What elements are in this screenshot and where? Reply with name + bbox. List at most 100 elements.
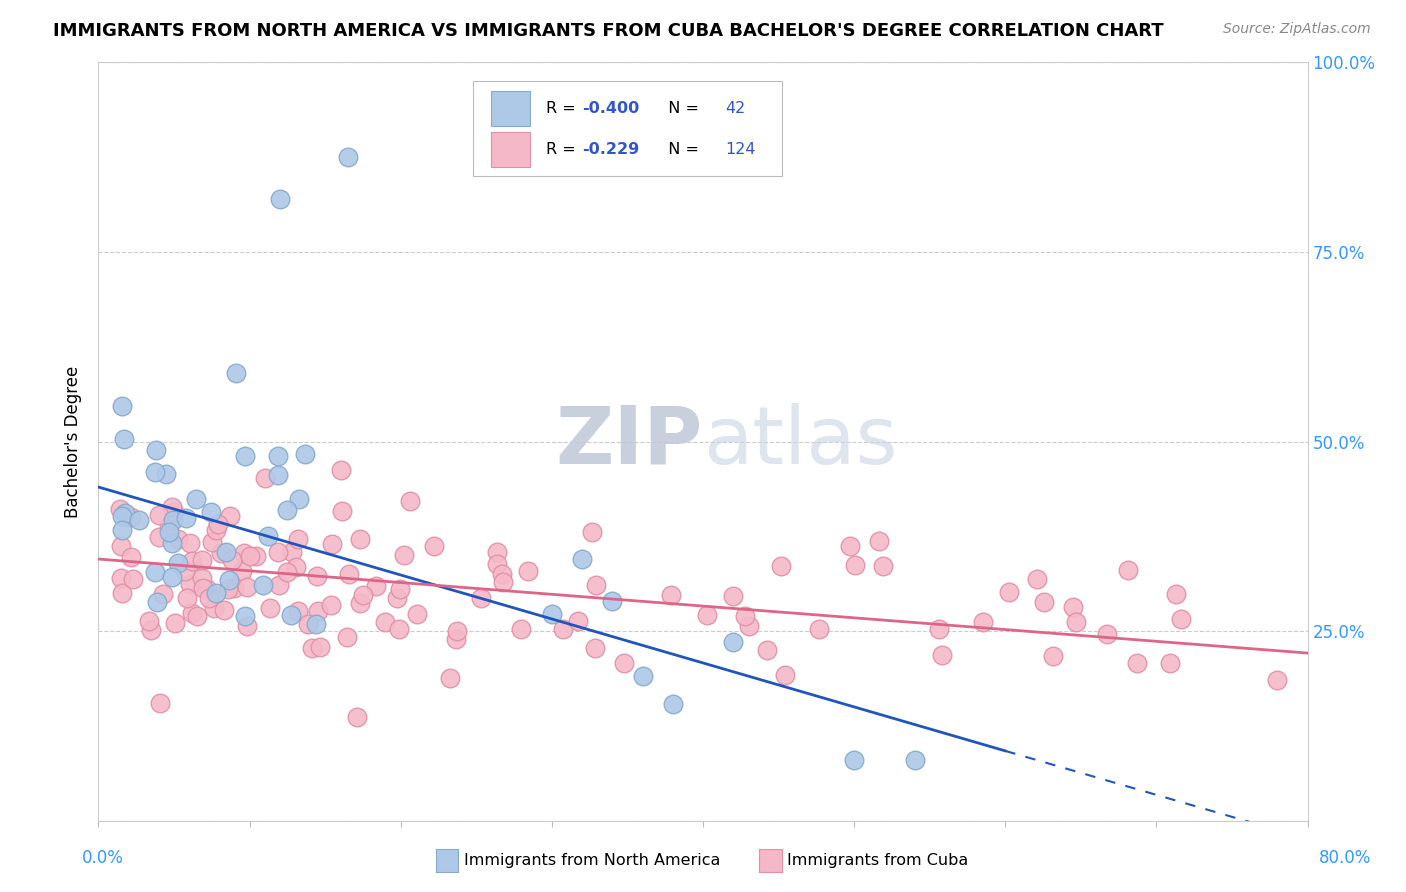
Point [217, 582, 239, 596]
Point [928, 623, 950, 637]
Point [405, 607, 427, 622]
Point [111, 585, 134, 599]
Point [1062, 600, 1084, 615]
Point [1159, 656, 1181, 670]
Point [349, 532, 371, 546]
Text: N =: N = [658, 142, 704, 157]
Point [723, 635, 745, 649]
Point [364, 579, 387, 593]
Point [392, 548, 415, 562]
Point [120, 509, 142, 524]
Point [167, 533, 190, 547]
Point [221, 553, 243, 567]
Point [336, 150, 359, 164]
Point [205, 585, 228, 599]
Point [330, 504, 353, 518]
Point [844, 753, 866, 767]
Point [181, 553, 204, 567]
Point [209, 546, 232, 560]
Point [567, 615, 589, 629]
Point [696, 608, 718, 623]
Point [111, 399, 134, 413]
Point [252, 577, 274, 591]
Point [259, 601, 281, 615]
Point [267, 545, 290, 559]
FancyBboxPatch shape [492, 132, 530, 167]
Point [661, 698, 683, 712]
Text: R =: R = [546, 101, 581, 116]
Text: 80.0%: 80.0% [1319, 849, 1371, 867]
Point [491, 566, 513, 581]
Point [931, 648, 953, 663]
Point [111, 523, 134, 537]
Point [200, 505, 222, 519]
Point [149, 696, 172, 710]
Point [1042, 648, 1064, 663]
Point [155, 467, 177, 481]
Point [163, 616, 186, 631]
Point [307, 604, 329, 618]
Point [233, 450, 256, 464]
Point [176, 591, 198, 605]
Point [1170, 612, 1192, 626]
Point [110, 501, 132, 516]
Point [770, 558, 793, 573]
Point [110, 571, 132, 585]
Point [346, 710, 368, 724]
Point [510, 622, 533, 636]
Point [157, 519, 180, 533]
Point [204, 523, 226, 537]
Point [972, 615, 994, 629]
Point [186, 608, 208, 623]
Text: Source: ZipAtlas.com: Source: ZipAtlas.com [1223, 22, 1371, 37]
Point [160, 570, 183, 584]
Point [304, 616, 326, 631]
Point [120, 549, 142, 564]
Point [516, 564, 538, 578]
Point [301, 640, 323, 655]
Point [233, 546, 256, 560]
Point [330, 463, 353, 477]
Point [122, 572, 145, 586]
Point [253, 471, 276, 485]
Point [844, 558, 866, 572]
Point [143, 465, 166, 479]
Point [659, 588, 682, 602]
Point [184, 492, 207, 507]
Point [388, 582, 411, 597]
Y-axis label: Bachelor's Degree: Bachelor's Degree [65, 366, 83, 517]
Point [143, 566, 166, 580]
Point [214, 603, 236, 617]
Point [723, 589, 745, 603]
Text: 0.0%: 0.0% [82, 849, 124, 867]
Point [202, 600, 225, 615]
Point [838, 539, 860, 553]
Point [236, 618, 259, 632]
FancyBboxPatch shape [474, 81, 782, 177]
Point [1265, 673, 1288, 688]
Point [207, 516, 229, 531]
Point [444, 632, 467, 647]
Point [423, 539, 446, 553]
Point [148, 530, 170, 544]
FancyBboxPatch shape [492, 91, 530, 126]
Point [162, 513, 184, 527]
Point [191, 572, 214, 586]
Point [181, 606, 204, 620]
Point [276, 565, 298, 579]
Text: 42: 42 [724, 101, 745, 116]
Point [352, 589, 374, 603]
Point [267, 467, 290, 482]
Point [868, 533, 890, 548]
Text: atlas: atlas [703, 402, 897, 481]
Point [1033, 594, 1056, 608]
Text: R =: R = [546, 142, 581, 157]
Point [236, 580, 259, 594]
Point [267, 578, 290, 592]
Point [148, 508, 170, 522]
Point [114, 506, 136, 520]
Point [486, 557, 509, 571]
Point [201, 534, 224, 549]
Text: 124: 124 [724, 142, 755, 157]
Point [1116, 563, 1139, 577]
